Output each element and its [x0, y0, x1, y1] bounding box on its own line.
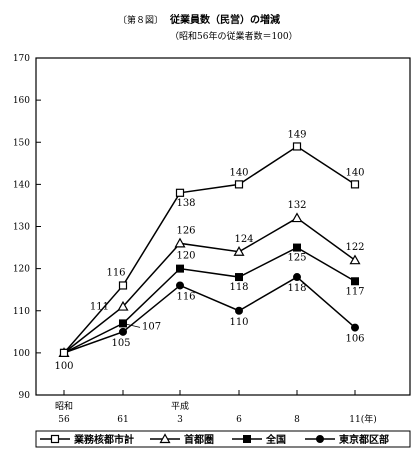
data-label-3-4: 118: [287, 283, 306, 294]
chart-title: 従業員数（民営）の増減: [169, 13, 280, 26]
data-point-0-0: [59, 348, 69, 357]
data-point-1-2: [174, 237, 186, 248]
data-label-2-1: 107: [142, 321, 161, 332]
data-point-3-4: [293, 273, 301, 282]
legend-item-3: 東京都区部: [305, 433, 389, 446]
legend-label-2: 全国: [265, 433, 286, 446]
series-1: [58, 212, 361, 357]
data-label-2-4: 125: [287, 253, 306, 264]
data-label-0-2: 138: [176, 198, 195, 209]
series-layer: [58, 142, 361, 357]
data-label-3-1: 105: [111, 338, 130, 349]
chart-subtitle: （昭和56年の従業者数＝100）: [170, 30, 298, 42]
series-0: [59, 142, 360, 357]
x-axis: 昭和 56 61 平成 3 6 8 11(年): [55, 390, 377, 425]
legend: 業務核都市計 首都圏 全国 東京都区部: [40, 433, 389, 446]
x-tick-label-2: 3: [177, 415, 183, 425]
series-line-2: [63, 246, 356, 354]
series-3: [60, 273, 359, 357]
legend-box: [35, 430, 411, 448]
data-point-2-5: [351, 277, 359, 286]
data-label-1-1: 111: [90, 302, 109, 313]
y-tick-label-1: 100: [13, 349, 30, 359]
data-point-3-3: [235, 306, 243, 315]
x-tick-label-0: 56: [58, 415, 70, 425]
x-era-label-2: 平成: [171, 400, 189, 412]
x-era-label-0: 昭和: [55, 401, 73, 412]
data-point-0-1: [118, 281, 128, 290]
legend-marker-1: [159, 433, 171, 444]
legend-marker-2: [243, 435, 251, 443]
legend-item-0: 業務核都市計: [40, 433, 134, 446]
data-point-1-1: [117, 300, 129, 311]
y-tick-label-0: 90: [19, 391, 31, 401]
data-label-0-3: 140: [229, 167, 248, 178]
data-label-0-5: 140: [345, 167, 364, 178]
data-point-2-2: [176, 264, 184, 273]
data-label-2-3: 118: [229, 282, 248, 293]
data-point-3-2: [176, 281, 184, 290]
legend-item-2: 全国: [232, 433, 286, 446]
series-line-0: [63, 145, 356, 354]
data-point-3-5: [351, 323, 359, 332]
chart-title-prefix: 〔第８図〕: [118, 14, 163, 26]
data-point-0-5: [350, 180, 360, 189]
legend-marker-3: [316, 435, 324, 443]
data-label-2-2: 120: [176, 251, 195, 262]
data-label-1-5: 122: [345, 242, 364, 253]
data-point-0-2: [175, 188, 185, 197]
series-2: [60, 243, 359, 357]
data-point-1-3: [233, 246, 245, 256]
legend-label-3: 東京都区部: [339, 433, 389, 446]
y-tick-label-5: 140: [13, 180, 30, 190]
data-label-1-4: 132: [287, 200, 306, 211]
x-tick-label-5: 11(年): [349, 413, 376, 425]
data-labels: 116 138 140 149 140 111 126 124 132 122 107 120 118 1…: [54, 129, 364, 371]
data-point-0-4: [292, 142, 302, 151]
y-tick-label-2: 110: [13, 307, 30, 317]
data-label-3-2: 116: [176, 291, 195, 302]
x-tick-label-4: 8: [294, 415, 300, 425]
data-point-2-1: [119, 319, 127, 328]
data-point-1-5: [349, 254, 361, 265]
data-point-0-3: [234, 180, 244, 189]
x-tick-label-1: 61: [117, 415, 128, 425]
data-label-3-5: 106: [345, 334, 364, 345]
y-tick-label-4: 130: [13, 223, 30, 233]
leader-line-107: [126, 323, 141, 328]
y-axis: 90 100 110 120 130 140 150 160 170: [13, 54, 41, 401]
data-point-2-3: [235, 273, 243, 282]
series-line-1: [63, 217, 356, 354]
legend-label-0: 業務核都市計: [73, 433, 134, 446]
data-label-1-3: 124: [234, 234, 253, 245]
x-tick-label-3: 6: [236, 415, 242, 425]
legend-label-1: 首都圏: [184, 433, 214, 446]
data-point-1-4: [291, 212, 303, 223]
data-point-3-1: [119, 327, 127, 336]
data-label-3-3: 110: [229, 317, 248, 328]
y-tick-label-6: 150: [13, 138, 30, 148]
y-tick-label-3: 120: [13, 265, 30, 275]
series-line-3: [63, 276, 356, 354]
legend-marker-0: [50, 434, 60, 444]
data-label-0-1: 116: [106, 267, 125, 278]
data-label-1-2: 126: [176, 225, 195, 236]
data-label-2-5: 117: [345, 286, 364, 297]
legend-item-1: 首都圏: [150, 433, 214, 446]
y-tick-label-7: 160: [13, 96, 30, 106]
data-point-2-4: [293, 243, 301, 252]
data-label-0-4: 149: [287, 129, 306, 140]
y-tick-label-8: 170: [13, 54, 30, 64]
data-label-3-0: 100: [54, 361, 73, 372]
